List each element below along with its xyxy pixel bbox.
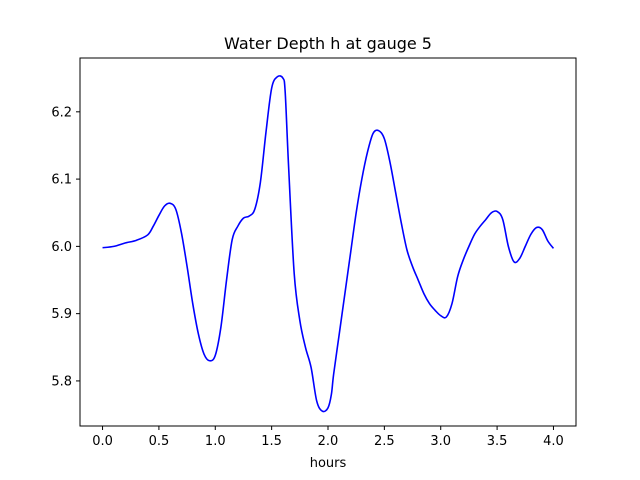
y-tick-label: 5.9 bbox=[51, 307, 72, 322]
y-tick-label: 6.2 bbox=[51, 105, 72, 120]
series-line-0 bbox=[102, 75, 555, 413]
x-tick-label: 3.5 bbox=[487, 434, 508, 449]
x-tick-label: 1.5 bbox=[261, 434, 282, 449]
x-tick-label: 0.0 bbox=[92, 434, 113, 449]
y-tick-label: 5.8 bbox=[51, 374, 72, 389]
plot-area: 0.0 0.5 1.0 1.5 2.0 2.5 3.0 3.5 4.0 5.8 5.9 6.0 6.1 6… bbox=[51, 57, 577, 449]
x-tick-label: 3.0 bbox=[430, 434, 451, 449]
y-tick-label: 6.1 bbox=[51, 173, 72, 188]
plot-frame bbox=[79, 57, 577, 427]
y-tick-label: 6.0 bbox=[51, 240, 72, 255]
chart-title: Water Depth h at gauge 5 bbox=[224, 34, 432, 53]
x-tick-label: 4.0 bbox=[543, 434, 564, 449]
x-tick-label: 2.5 bbox=[374, 434, 395, 449]
x-tick-label: 1.0 bbox=[205, 434, 226, 449]
x-tick-label: 2.0 bbox=[318, 434, 339, 449]
x-axis-label: hours bbox=[310, 456, 347, 471]
x-tick-label: 0.5 bbox=[149, 434, 170, 449]
